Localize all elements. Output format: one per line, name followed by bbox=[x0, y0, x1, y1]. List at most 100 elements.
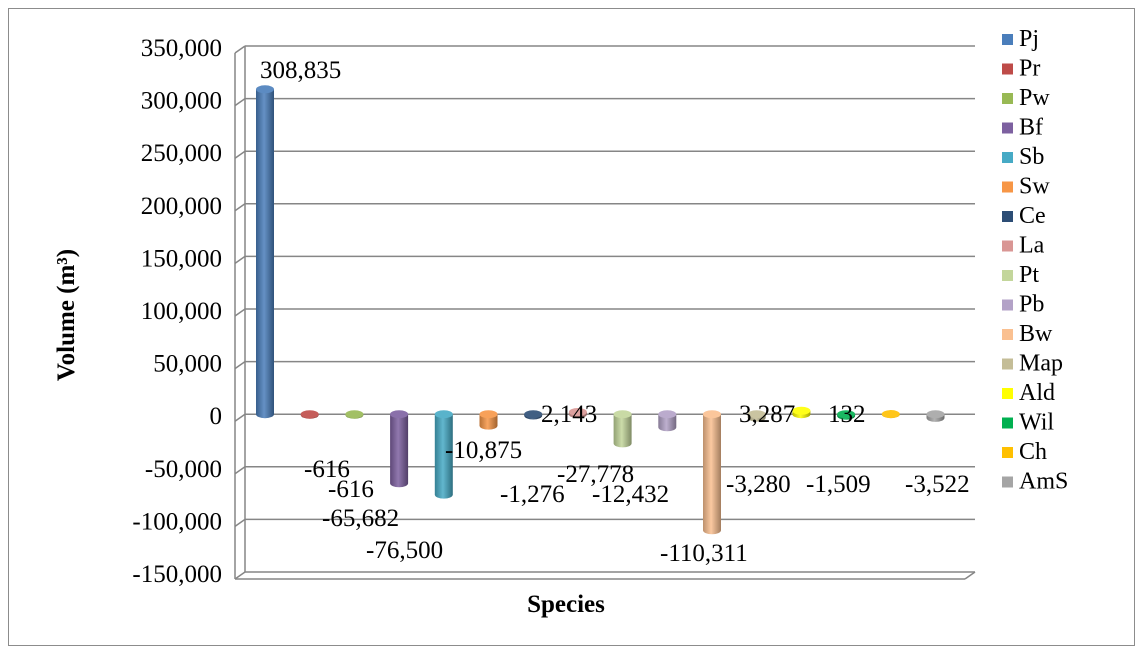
legend-swatch bbox=[1002, 152, 1013, 163]
data-labels: 308,835-616-616-65,682-76,500-10,875-1,2… bbox=[260, 57, 970, 567]
y-axis-title: Volume (m³) bbox=[53, 249, 80, 381]
legend-label: Bf bbox=[1019, 115, 1043, 141]
bar-bf bbox=[390, 410, 409, 488]
bar-pw bbox=[345, 410, 364, 419]
bar-cap bbox=[747, 410, 766, 419]
bar-cap bbox=[479, 410, 498, 419]
bar-cap bbox=[792, 406, 811, 415]
bar-map bbox=[747, 410, 766, 422]
data-label-sb: -76,500 bbox=[366, 537, 443, 564]
data-label-ce: -1,276 bbox=[500, 481, 565, 508]
bar-cap bbox=[613, 410, 632, 419]
legend-label: Bw bbox=[1019, 321, 1053, 347]
grid-line-depth bbox=[234, 255, 246, 265]
data-label-ch: 132 bbox=[828, 401, 866, 428]
legend-item-pr: Pr bbox=[1002, 56, 1040, 82]
data-label-ams: -3,522 bbox=[905, 471, 970, 498]
legend-item-bf: Bf bbox=[1002, 115, 1043, 141]
legend-label: Pw bbox=[1019, 85, 1050, 111]
legend-item-pb: Pb bbox=[1002, 292, 1044, 318]
legend-item-sb: Sb bbox=[1002, 144, 1044, 170]
legend-label: Wil bbox=[1019, 410, 1054, 436]
bar-ams bbox=[926, 410, 945, 422]
bar-body bbox=[658, 414, 677, 432]
grid-line-depth bbox=[234, 308, 246, 317]
legend-swatch bbox=[1002, 358, 1013, 370]
chart-frame bbox=[8, 8, 1135, 646]
grid-line-depth bbox=[234, 45, 246, 54]
legend-label: Pt bbox=[1019, 262, 1039, 288]
floor-right-edge bbox=[964, 571, 976, 580]
x-axis-title: Species bbox=[527, 591, 605, 618]
data-label-ald: 3,287 bbox=[739, 401, 795, 428]
bar-body bbox=[434, 414, 453, 499]
y-tick-label: 300,000 bbox=[141, 88, 222, 115]
legend-label: Pr bbox=[1019, 56, 1040, 82]
legend-label: La bbox=[1019, 233, 1045, 259]
data-label-pt: -27,778 bbox=[557, 461, 634, 488]
y-tick-label: 50,000 bbox=[153, 351, 222, 378]
legend-swatch bbox=[1002, 181, 1013, 193]
legend-item-bw: Bw bbox=[1002, 321, 1053, 347]
legend-swatch bbox=[1002, 63, 1013, 75]
data-label-pj: 308,835 bbox=[260, 57, 341, 84]
bar-bw bbox=[703, 410, 721, 535]
legend-item-la: La bbox=[1002, 233, 1045, 259]
y-tick-label: 0 bbox=[210, 403, 223, 430]
data-label-pr: -616 bbox=[304, 456, 350, 483]
y-tick-label: 150,000 bbox=[141, 245, 222, 272]
grid-line-depth bbox=[234, 97, 246, 107]
bar-cap bbox=[568, 407, 587, 416]
data-label-map: -3,280 bbox=[726, 471, 791, 498]
bar-body bbox=[390, 414, 409, 488]
grid-line-depth bbox=[234, 571, 246, 580]
bar-cap bbox=[837, 410, 856, 419]
legend-label: AmS bbox=[1019, 469, 1068, 495]
bar-cap bbox=[390, 410, 409, 419]
legend-item-pj: Pj bbox=[1002, 26, 1039, 52]
legend-swatch bbox=[1002, 388, 1013, 399]
data-label-pw: -616 bbox=[328, 476, 374, 503]
bar-cap bbox=[345, 410, 364, 419]
legend-label: Ald bbox=[1019, 380, 1055, 406]
data-label-bf: -65,682 bbox=[322, 505, 399, 532]
legend-item-ce: Ce bbox=[1002, 203, 1046, 229]
legend-item-pt: Pt bbox=[1002, 262, 1039, 288]
legend-swatch bbox=[1002, 122, 1013, 134]
grid-line-depth bbox=[234, 466, 246, 475]
legend-swatch bbox=[1002, 329, 1013, 340]
legend-swatch bbox=[1002, 270, 1013, 281]
y-tick-label: -100,000 bbox=[132, 508, 222, 535]
grid-lines bbox=[234, 45, 976, 580]
legend-item-sw: Sw bbox=[1002, 174, 1050, 200]
grid-line-depth bbox=[234, 518, 246, 528]
legend-item-pw: Pw bbox=[1002, 85, 1050, 111]
y-tick-label: -150,000 bbox=[132, 561, 222, 588]
bar-ce bbox=[524, 410, 543, 420]
grid-line-depth bbox=[234, 203, 246, 212]
bar-sb bbox=[434, 410, 453, 499]
bar-ald bbox=[792, 406, 811, 419]
bar-pj bbox=[256, 85, 274, 419]
legend: Pj Pr Pw Bf Sb Sw Ce La Pt Pb Bw Map Ald Wil Ch AmS bbox=[1002, 26, 1068, 495]
legend-label: Pj bbox=[1019, 26, 1039, 52]
y-tick-label: 100,000 bbox=[141, 298, 222, 325]
data-label-sw: -10,875 bbox=[445, 437, 522, 464]
bar-body bbox=[256, 89, 274, 419]
bar-pb bbox=[658, 410, 677, 432]
bar-sw bbox=[479, 410, 498, 430]
data-label-pb: -12,432 bbox=[592, 481, 669, 508]
y-tick-label: -50,000 bbox=[145, 456, 222, 483]
bar-cap bbox=[658, 410, 677, 419]
bar-body bbox=[613, 414, 632, 448]
bar-wil bbox=[837, 410, 856, 420]
legend-item-wil: Wil bbox=[1002, 410, 1054, 436]
grid-line-depth bbox=[234, 360, 246, 370]
legend-swatch bbox=[1002, 211, 1013, 222]
legend-item-ch: Ch bbox=[1002, 439, 1047, 465]
bar-cap bbox=[434, 410, 453, 419]
bar-series bbox=[256, 85, 945, 535]
data-label-wil: -1,509 bbox=[806, 471, 871, 498]
legend-swatch bbox=[1002, 476, 1013, 488]
